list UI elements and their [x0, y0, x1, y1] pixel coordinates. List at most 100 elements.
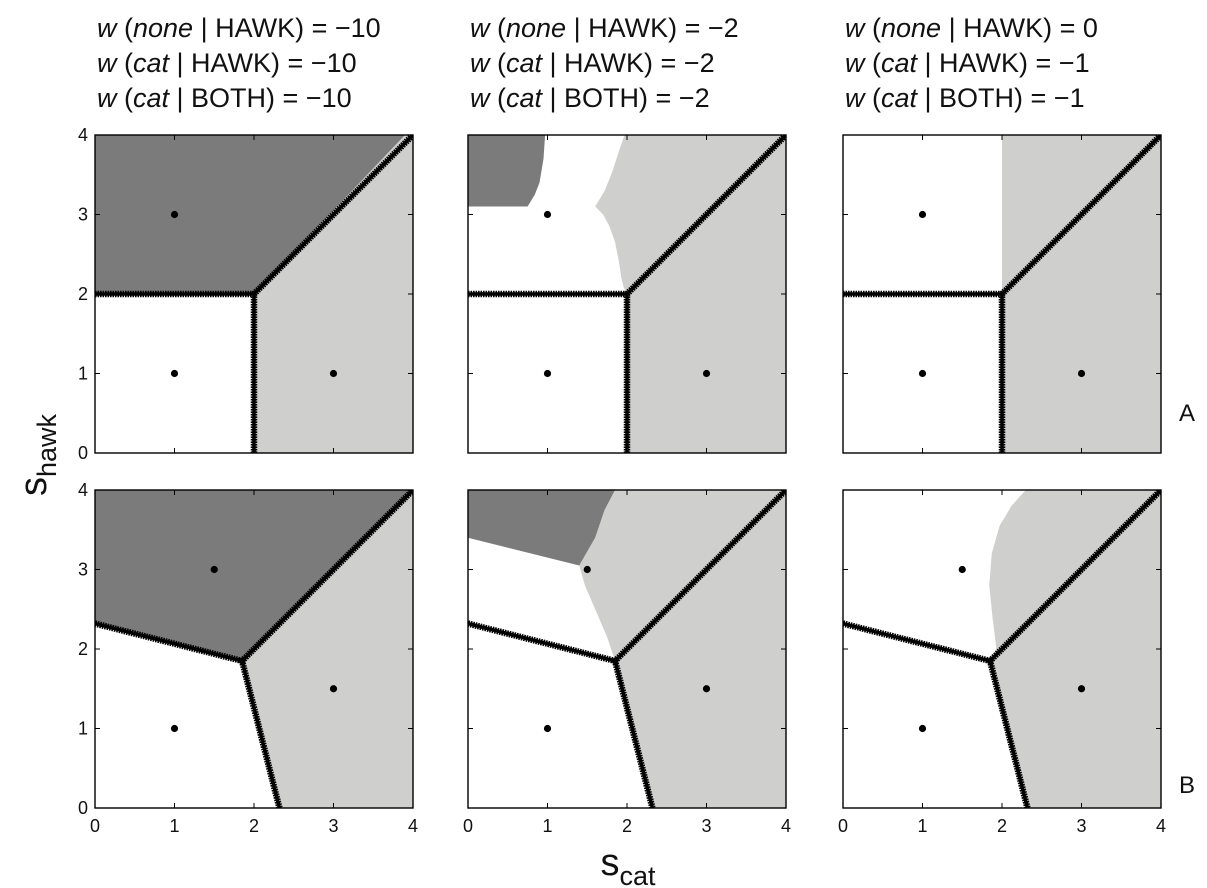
row-label-a: A — [1179, 400, 1195, 427]
x-axis-label-sub: cat — [619, 861, 656, 888]
column-title-line: w (none | HAWK) = −2 — [470, 13, 739, 43]
data-point — [583, 565, 591, 574]
x-axis-label: scat — [600, 842, 656, 888]
decision-boundary-core — [95, 621, 243, 663]
x-tick-label: 1 — [542, 816, 552, 836]
data-point — [170, 724, 179, 733]
title-rest: | HAWK) = −2 — [542, 48, 715, 78]
decision-boundary-core — [240, 660, 282, 808]
data-point — [210, 565, 218, 574]
decision-boundary-core — [988, 660, 1030, 808]
decision-boundary-core — [988, 490, 1161, 663]
decision-boundary-core — [1000, 135, 1161, 296]
y-axis-label-sub: hawk — [32, 413, 62, 477]
panels: 0 1 2 3 4 0 1 2 3 4 0 1 2 3 4 0 1 2 3 4 0 1 2 3 4 — [78, 125, 1166, 836]
y-axis-label-main: s — [13, 477, 55, 496]
data-point — [958, 565, 966, 574]
dark-region — [468, 135, 546, 207]
data-point — [329, 685, 338, 693]
title-rest: | HAWK) = −2 — [566, 13, 739, 43]
light-region — [1002, 135, 1161, 453]
data-point — [1077, 685, 1086, 693]
column-title-line: w (cat | BOTH) = −10 — [97, 83, 352, 113]
data-point — [918, 724, 927, 733]
y-tick-label: 3 — [78, 205, 88, 225]
data-point — [1077, 369, 1086, 378]
x-tick-label: 0 — [463, 816, 473, 836]
light-region — [545, 135, 786, 453]
y-tick-label: 0 — [78, 443, 88, 463]
y-tick-label: 2 — [78, 639, 88, 659]
title-rest: | BOTH) = −1 — [917, 83, 1085, 113]
x-tick-label: 4 — [408, 816, 418, 836]
x-tick-label: 3 — [1076, 816, 1086, 836]
title-w: w — [470, 83, 491, 113]
x-tick-label: 2 — [997, 816, 1007, 836]
title-open-paren: ( — [117, 83, 134, 113]
title-variable: cat — [881, 83, 919, 113]
row-label-b: B — [1179, 772, 1195, 799]
title-rest: | HAWK) = −10 — [193, 13, 381, 43]
light-region — [989, 490, 1161, 808]
panel-content — [468, 135, 786, 453]
title-open-paren: ( — [490, 13, 507, 43]
panel-b-1: 0 1 2 3 4 0 1 2 3 4 — [78, 480, 418, 836]
data-point — [170, 210, 179, 219]
decision-boundary-core — [240, 490, 413, 663]
title-rest: | BOTH) = −2 — [542, 83, 710, 113]
title-open-paren: ( — [865, 48, 882, 78]
y-tick-label: 2 — [78, 284, 88, 304]
column-title-line: w (cat | BOTH) = −2 — [470, 83, 710, 113]
panel-content — [468, 490, 786, 808]
y-axis-label: shawk — [13, 413, 62, 496]
panel-content — [843, 490, 1161, 808]
data-point — [918, 369, 927, 378]
light-region — [254, 135, 413, 453]
x-tick-label: 0 — [90, 816, 100, 836]
title-w: w — [845, 48, 866, 78]
light-region — [579, 490, 786, 808]
data-point — [170, 369, 179, 378]
data-point — [543, 724, 552, 733]
x-tick-label: 3 — [701, 816, 711, 836]
x-tick-label: 1 — [917, 816, 927, 836]
column-titles: w (none | HAWK) = −10w (cat | HAWK) = −1… — [97, 13, 1098, 113]
title-w: w — [845, 13, 866, 43]
title-open-paren: ( — [117, 13, 134, 43]
title-open-paren: ( — [865, 83, 882, 113]
column-title-line: w (cat | BOTH) = −1 — [845, 83, 1085, 113]
dark-region — [95, 135, 406, 294]
x-tick-label: 0 — [838, 816, 848, 836]
panel-a-2 — [467, 134, 787, 454]
title-w: w — [470, 13, 491, 43]
title-variable: cat — [506, 48, 544, 78]
title-open-paren: ( — [865, 13, 882, 43]
column-title-line: w (none | HAWK) = 0 — [845, 13, 1098, 43]
y-tick-label: 1 — [78, 364, 88, 384]
x-axis-label-main: s — [600, 842, 619, 884]
panel-a-3 — [842, 134, 1162, 454]
data-point — [702, 685, 711, 693]
x-tick-label: 4 — [1156, 816, 1166, 836]
panel-b-3: 0 1 2 3 4 — [838, 489, 1166, 836]
y-tick-label: 0 — [78, 798, 88, 818]
column-title-line: w (cat | HAWK) = −1 — [845, 48, 1090, 78]
light-region — [242, 490, 413, 808]
title-open-paren: ( — [117, 48, 134, 78]
panel-b-2: 0 1 2 3 4 — [463, 489, 791, 836]
title-rest: | HAWK) = −1 — [917, 48, 1090, 78]
panel-content — [95, 135, 413, 453]
title-w: w — [97, 13, 118, 43]
title-w: w — [97, 48, 118, 78]
data-point — [543, 369, 552, 378]
title-variable: none — [506, 13, 566, 43]
title-variable: none — [133, 13, 193, 43]
panel-content — [95, 490, 413, 808]
y-tick-label: 4 — [78, 125, 88, 145]
decision-boundary-core — [613, 660, 655, 808]
data-point — [918, 210, 927, 219]
decision-boundary-core — [613, 490, 786, 663]
title-rest: | HAWK) = −10 — [169, 48, 357, 78]
title-variable: cat — [133, 83, 171, 113]
